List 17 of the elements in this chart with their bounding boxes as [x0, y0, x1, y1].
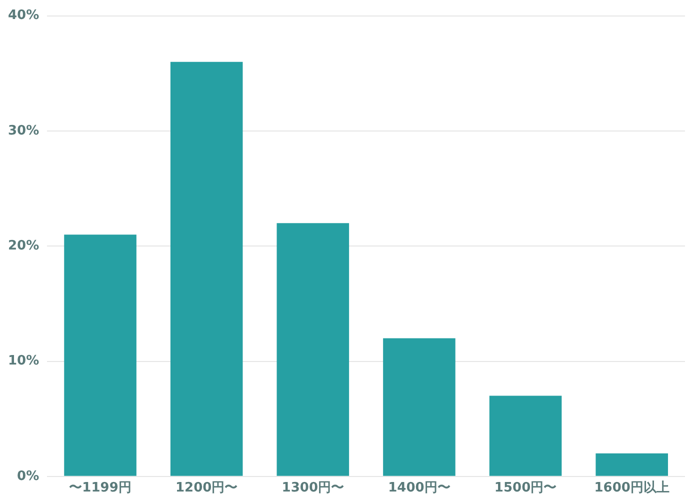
x-tick-label: 1500円〜 [494, 480, 557, 496]
y-tick-label: 30% [8, 123, 40, 138]
bar [276, 223, 350, 476]
bar [596, 453, 668, 476]
x-tick-label: 1400円〜 [388, 480, 450, 496]
y-tick-label: 20% [8, 238, 40, 254]
y-tick-label: 0% [17, 468, 40, 484]
x-tick-label: 〜1199円 [69, 480, 132, 496]
x-tick-label: 1300円〜 [282, 480, 344, 496]
bar [383, 338, 456, 476]
y-tick-label: 40% [8, 8, 40, 24]
bar [489, 396, 562, 476]
y-tick-label: 10% [8, 354, 40, 369]
bar [64, 234, 136, 476]
x-tick-label: 1600円以上 [594, 480, 670, 496]
x-tick-label: 1200円〜 [175, 480, 238, 496]
bar [170, 62, 243, 476]
